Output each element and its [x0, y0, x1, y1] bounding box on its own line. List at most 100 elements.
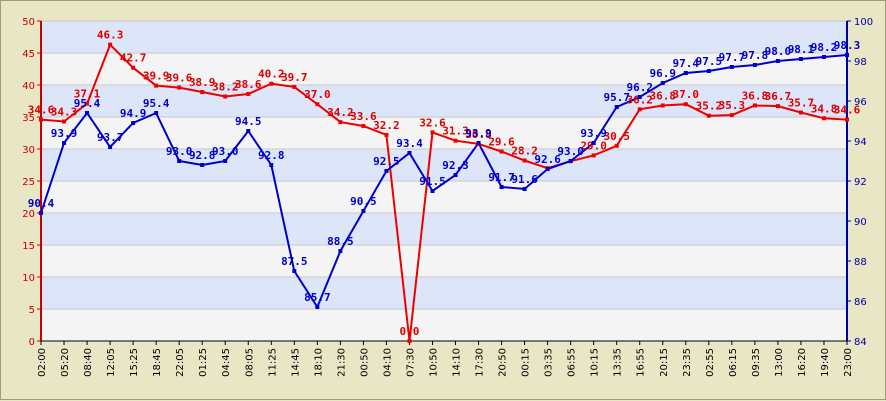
x-tick-label: 08:40: [83, 348, 94, 377]
temperature-data-label: 29.0: [580, 139, 607, 152]
humidity-data-label: 96.9: [650, 67, 677, 80]
x-tick-label: 10:50: [428, 348, 439, 377]
right-tick-label: 94: [854, 137, 867, 148]
temperature-point: [660, 103, 665, 108]
temperature-data-label: 34.6: [834, 104, 861, 117]
temperature-point: [39, 117, 43, 122]
humidity-data-label: 90.5: [350, 195, 377, 208]
temperature-data-label: 36.2: [626, 93, 653, 106]
temperature-point: [706, 113, 711, 118]
humidity-data-label: 93.7: [97, 131, 124, 144]
temperature-data-label: 35.3: [719, 99, 746, 112]
temperature-point: [200, 90, 205, 95]
temperature-point: [154, 83, 159, 88]
temperature-point: [62, 119, 67, 124]
left-tick-label: 15: [22, 241, 35, 252]
temperature-data-label: 34.6: [28, 104, 55, 117]
x-tick-label: 22:05: [175, 348, 186, 377]
temperature-data-label: 0.0: [400, 325, 420, 338]
temperature-point: [407, 339, 412, 343]
x-tick-label: 02:00: [37, 348, 48, 377]
right-tick-label: 98: [854, 57, 867, 68]
humidity-point: [522, 187, 527, 191]
temperature-data-label: 37.0: [304, 88, 331, 101]
temperature-point: [430, 130, 435, 135]
x-tick-label: 20:50: [498, 348, 509, 377]
humidity-point: [545, 167, 550, 171]
humidity-point: [131, 121, 136, 125]
x-tick-label: 23:35: [682, 348, 693, 377]
x-tick-label: 14:45: [290, 348, 301, 377]
plot-band: [41, 181, 847, 213]
humidity-point: [108, 145, 113, 149]
temperature-data-label: 32.6: [419, 116, 446, 129]
humidity-data-label: 98.2: [811, 41, 838, 54]
humidity-data-label: 97.7: [719, 51, 746, 64]
humidity-data-label: 87.5: [281, 255, 308, 268]
humidity-point: [637, 95, 642, 99]
humidity-point: [775, 59, 780, 63]
right-tick-label: 88: [854, 257, 867, 268]
humidity-data-label: 91.7: [488, 171, 515, 184]
humidity-point: [476, 141, 481, 145]
humidity-data-label: 90.4: [28, 197, 55, 210]
x-tick-label: 04:45: [221, 348, 232, 377]
humidity-point: [453, 173, 458, 177]
x-tick-label: 09:35: [751, 348, 762, 377]
temperature-data-label: 32.2: [373, 119, 400, 132]
humidity-point: [798, 57, 803, 61]
humidity-point: [338, 249, 343, 253]
x-tick-label: 02:55: [705, 348, 716, 377]
humidity-point: [614, 105, 619, 109]
humidity-point: [154, 111, 159, 115]
x-tick-label: 18:10: [313, 348, 324, 377]
temperature-data-label: 38.6: [235, 78, 262, 91]
temperature-data-label: 34.8: [811, 102, 838, 115]
temperature-data-label: 36.8: [650, 89, 677, 102]
humidity-point: [845, 53, 849, 57]
x-tick-label: 10:15: [590, 348, 601, 377]
humidity-data-label: 93.0: [212, 145, 239, 158]
temperature-point: [775, 104, 780, 109]
temperature-point: [614, 143, 619, 148]
humidity-data-label: 91.5: [419, 175, 446, 188]
x-tick-label: 03:35: [544, 348, 555, 377]
temperature-point: [821, 116, 826, 121]
left-tick-label: 35: [22, 113, 35, 124]
humidity-data-label: 95.4: [74, 97, 101, 110]
temperature-point: [637, 107, 642, 112]
temperature-data-label: 28.2: [511, 145, 538, 158]
x-tick-label: 00:50: [359, 348, 370, 377]
humidity-point: [407, 151, 412, 155]
humidity-data-label: 92.3: [442, 159, 469, 172]
plot-band: [41, 309, 847, 341]
humidity-data-label: 95.4: [143, 97, 170, 110]
temperature-data-label: 42.7: [120, 52, 147, 65]
temperature-point: [223, 94, 228, 99]
humidity-data-label: 92.5: [373, 155, 400, 168]
humidity-data-label: 98.1: [788, 43, 815, 56]
plot-band: [41, 245, 847, 277]
temperature-point: [384, 132, 389, 137]
humidity-point: [568, 159, 573, 163]
humidity-data-label: 97.4: [673, 57, 700, 70]
temperature-data-label: 40.2: [258, 68, 285, 81]
temperature-point: [108, 42, 113, 47]
x-tick-label: 11:25: [267, 348, 278, 377]
temperature-point: [269, 81, 274, 86]
x-tick-label: 08:05: [244, 348, 255, 377]
temperature-point: [683, 102, 688, 107]
humidity-data-label: 93.9: [51, 127, 78, 140]
temperature-point: [729, 113, 734, 118]
temperature-point: [591, 153, 596, 158]
humidity-point: [292, 269, 297, 273]
temperature-data-label: 39.6: [166, 72, 193, 85]
temperature-series-line: [40, 42, 848, 342]
temperature-data-label: 33.6: [350, 110, 377, 123]
left-tick-label: 0: [29, 337, 35, 348]
humidity-data-label: 98.0: [765, 45, 792, 58]
humidity-point: [384, 169, 389, 173]
temperature-point: [315, 102, 320, 107]
humidity-data-label: 93.9: [465, 127, 492, 140]
